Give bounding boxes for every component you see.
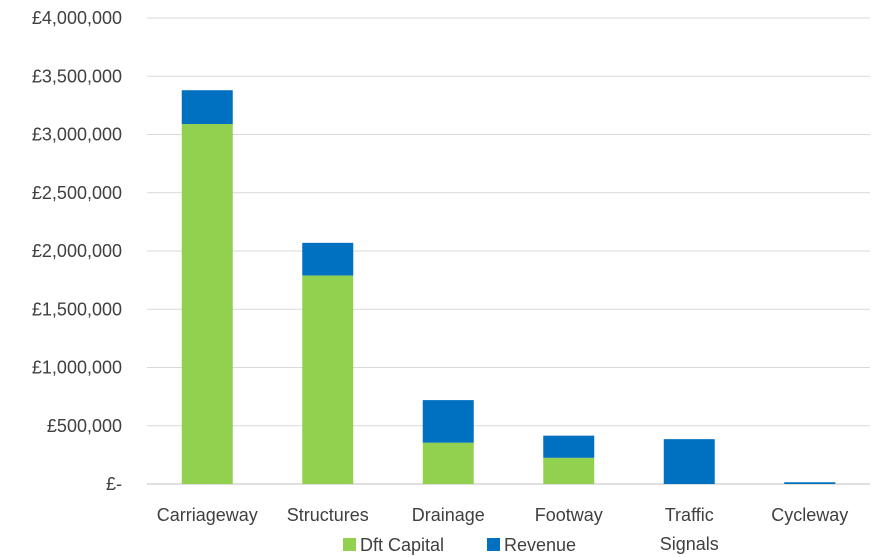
bar-dft-capital bbox=[543, 457, 595, 484]
y-axis: £- £500,000 £1,000,000 £1,500,000 £2,000,000… bbox=[32, 8, 122, 494]
legend-label-revenue: Revenue bbox=[504, 535, 576, 555]
x-category-label: Structures bbox=[287, 505, 369, 525]
legend-label-dft-capital: Dft Capital bbox=[360, 535, 444, 555]
y-tick-label: £2,000,000 bbox=[32, 241, 122, 261]
x-category-label: Footway bbox=[535, 505, 603, 525]
y-tick-label: £3,000,000 bbox=[32, 125, 122, 145]
x-category-label: Drainage bbox=[412, 505, 485, 525]
bar-revenue bbox=[543, 435, 595, 458]
x-category-label: Cycleway bbox=[771, 505, 848, 525]
y-tick-label: £1,500,000 bbox=[32, 299, 122, 319]
bar-revenue bbox=[663, 439, 715, 484]
bar-revenue bbox=[784, 482, 836, 484]
y-tick-label: £- bbox=[106, 474, 122, 494]
y-tick-label: £4,000,000 bbox=[32, 8, 122, 28]
legend-swatch-revenue bbox=[487, 538, 500, 551]
y-tick-label: £2,500,000 bbox=[32, 183, 122, 203]
bars bbox=[181, 90, 836, 484]
x-category-label: Traffic bbox=[665, 505, 714, 525]
bar-dft-capital bbox=[422, 442, 474, 484]
y-tick-label: £1,000,000 bbox=[32, 358, 122, 378]
bar-revenue bbox=[422, 400, 474, 443]
bar-dft-capital bbox=[181, 124, 233, 484]
x-axis: Carriageway Structures Drainage Footway Traf… bbox=[157, 505, 849, 554]
bar-revenue bbox=[302, 242, 354, 276]
legend-swatch-dft-capital bbox=[343, 538, 356, 551]
x-category-label: Signals bbox=[660, 534, 719, 554]
bar-revenue bbox=[181, 90, 233, 125]
gridlines bbox=[147, 17, 870, 485]
y-tick-label: £500,000 bbox=[47, 416, 122, 436]
x-category-label: Carriageway bbox=[157, 505, 258, 525]
legend: Dft Capital Revenue bbox=[343, 535, 576, 555]
y-tick-label: £3,500,000 bbox=[32, 66, 122, 86]
bar-dft-capital bbox=[302, 275, 354, 484]
